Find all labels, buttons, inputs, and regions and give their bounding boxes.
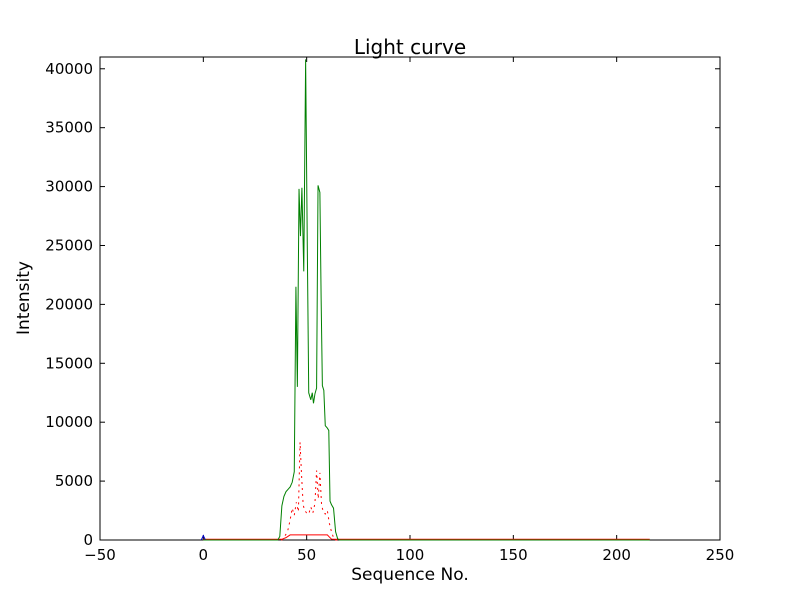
plot-border bbox=[99, 56, 721, 541]
y-tick-label: 0 bbox=[83, 531, 93, 549]
y-tick-label: 15000 bbox=[45, 354, 93, 372]
x-tick-label: −50 bbox=[84, 546, 116, 564]
y-tick-label: 5000 bbox=[55, 472, 93, 490]
y-tick-label: 40000 bbox=[45, 60, 93, 78]
x-axis-label: Sequence No. bbox=[351, 565, 469, 585]
x-tick-label: 200 bbox=[602, 546, 631, 564]
chart-title: Light curve bbox=[353, 35, 467, 59]
y-axis-label: Intensity bbox=[14, 261, 34, 335]
y-tick-label: 10000 bbox=[45, 413, 93, 431]
series-green-line bbox=[203, 59, 650, 541]
series-red-dotted-line bbox=[203, 442, 650, 541]
y-tick-label: 20000 bbox=[45, 295, 93, 313]
x-tick-label: 250 bbox=[706, 546, 735, 564]
x-tick-label: 150 bbox=[499, 546, 528, 564]
y-tick-label: 35000 bbox=[45, 119, 93, 137]
y-tick-label: 30000 bbox=[45, 178, 93, 196]
x-tick-label: 100 bbox=[396, 546, 425, 564]
y-tick-label: 25000 bbox=[45, 236, 93, 254]
x-tick-label: 0 bbox=[199, 546, 209, 564]
series-blue-marker bbox=[200, 534, 206, 541]
x-tick-label: 50 bbox=[297, 546, 316, 564]
